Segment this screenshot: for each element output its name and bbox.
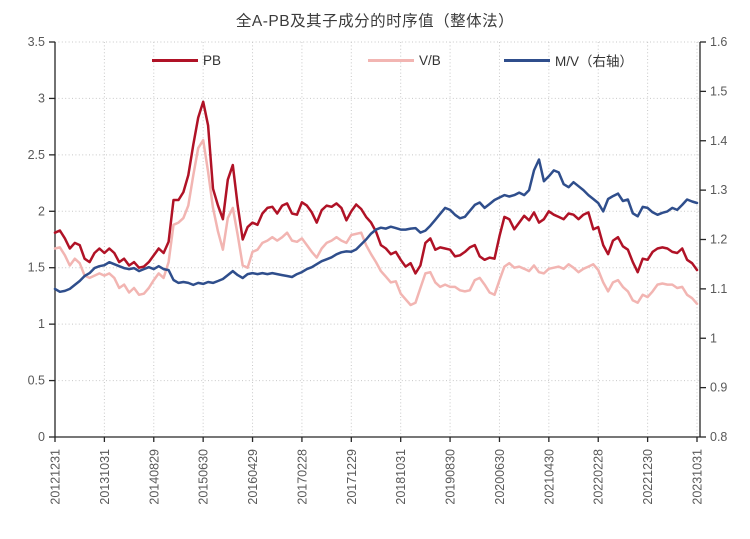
left-axis-tick-label: 3.5 <box>28 35 45 49</box>
pb-line-swatch <box>152 58 198 62</box>
right-axis-tick-label: 0.9 <box>710 381 727 395</box>
legend-item-vb: V/B <box>368 52 441 68</box>
x-axis-tick-label: 20171229 <box>345 449 359 505</box>
left-axis-tick-label: 1.5 <box>28 261 45 275</box>
x-axis-tick-label: 20170228 <box>295 449 309 505</box>
right-axis-tick-label: 1.6 <box>710 35 727 49</box>
legend-label-vb: V/B <box>419 52 441 68</box>
left-axis-tick-label: 0.5 <box>28 374 45 388</box>
right-axis-tick-label: 1.5 <box>710 84 727 98</box>
right-axis-tick-label: 1.4 <box>710 134 727 148</box>
axis-labels: 0 0.5 1 1.5 2 2.5 3 3.5 0.8 0.9 1 1.1 1.2 1.3 1.4 1.5 1.… <box>28 35 728 505</box>
right-axis-tick-label: 0.8 <box>710 430 727 444</box>
x-axis-tick-label: 20150630 <box>197 449 211 505</box>
series-line-vb <box>53 138 699 307</box>
right-axis-tick-label: 1.3 <box>710 183 727 197</box>
series-line-mv <box>53 158 699 294</box>
x-axis-tick-label: 20210430 <box>542 449 556 505</box>
mv-line-swatch <box>504 58 550 62</box>
legend-label-pb: PB <box>203 52 222 68</box>
gridlines <box>55 41 700 437</box>
vb-line-swatch <box>368 58 414 62</box>
left-axis-tick-label: 3 <box>38 91 45 105</box>
right-axis-tick-label: 1.2 <box>710 233 727 247</box>
legend-item-pb: PB <box>152 52 221 68</box>
x-axis-tick-label: 20231031 <box>691 449 705 505</box>
legend-item-mv: M/V（右轴） <box>504 52 634 69</box>
legend-label-mv: M/V（右轴） <box>555 54 634 69</box>
x-axis-tick-label: 20190830 <box>444 449 458 505</box>
right-axis-tick-label: 1.1 <box>710 282 727 296</box>
x-axis-tick-label: 20121231 <box>49 449 63 505</box>
right-axis-tick-label: 1 <box>710 331 717 345</box>
left-axis-tick-label: 2 <box>38 204 45 218</box>
x-axis-tick-label: 20220228 <box>592 449 606 505</box>
x-axis-tick-label: 20140829 <box>147 449 161 505</box>
x-axis-tick-label: 20160429 <box>246 449 260 505</box>
x-axis-tick-label: 20221230 <box>641 449 655 505</box>
chart-title: 全A-PB及其子成分的时序值（整体法） <box>235 13 515 30</box>
series-line-pb <box>53 100 699 275</box>
axes <box>49 41 706 442</box>
left-axis-tick-label: 1 <box>38 317 45 331</box>
x-axis-tick-label: 20200630 <box>493 449 507 505</box>
x-axis-tick-label: 20181031 <box>394 449 408 505</box>
left-axis-tick-label: 2.5 <box>28 148 45 162</box>
left-axis-tick-label: 0 <box>38 430 45 444</box>
x-axis-tick-label: 20131031 <box>98 449 112 505</box>
